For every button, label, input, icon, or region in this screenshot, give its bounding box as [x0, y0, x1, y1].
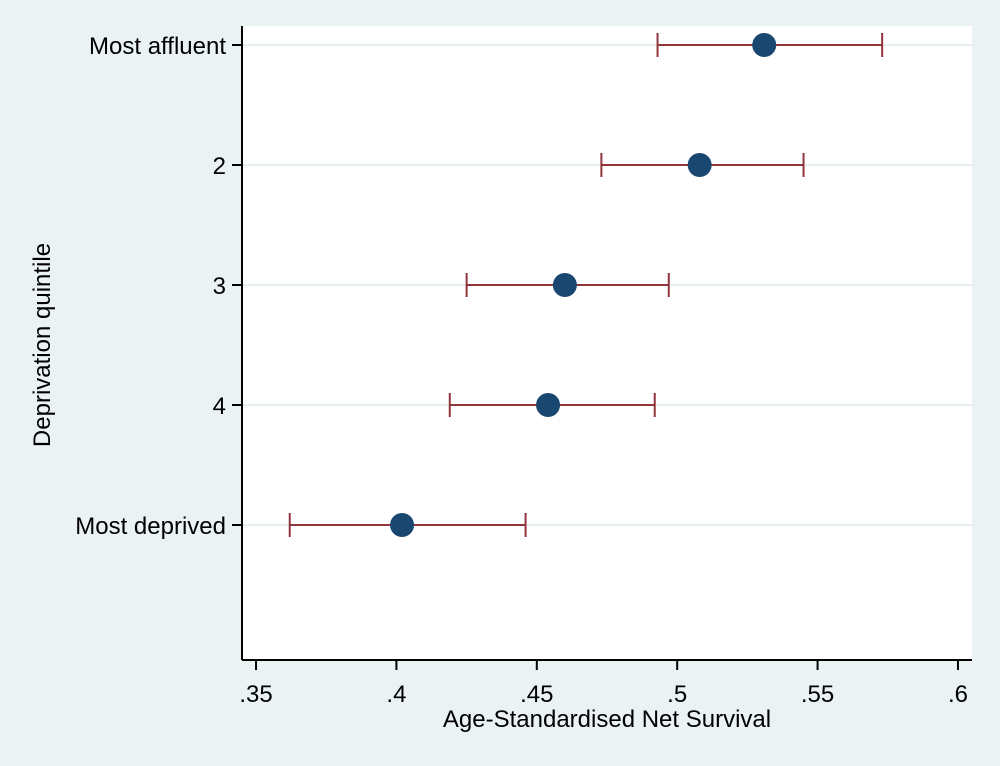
x-tick-label: .35	[239, 681, 272, 708]
y-ticks: Most affluent 2 3 4 Most deprived	[75, 33, 242, 540]
x-axis-title: Age-Standardised Net Survival	[443, 706, 771, 733]
data-points	[390, 33, 777, 537]
y-tick-label: Most deprived	[75, 513, 226, 540]
axes	[241, 26, 972, 661]
x-tick-label: .4	[386, 681, 406, 708]
y-tick-label: 2	[213, 153, 226, 180]
data-point	[687, 153, 712, 177]
x-tick-label: .45	[520, 681, 553, 708]
x-tick-label: .6	[948, 681, 968, 708]
data-point	[536, 393, 561, 417]
x-ticks: .35 .4 .45 .5 .55 .6	[239, 660, 968, 708]
data-point	[552, 273, 577, 297]
y-tick-label: 4	[213, 393, 226, 420]
plot-area	[242, 26, 972, 660]
x-tick-label: .5	[667, 681, 687, 708]
y-axis-title: Deprivation quintile	[29, 243, 56, 447]
data-point	[752, 33, 777, 57]
x-tick-label: .55	[801, 681, 834, 708]
data-point	[390, 513, 415, 537]
y-tick-label: Most affluent	[89, 33, 226, 60]
y-tick-label: 3	[213, 273, 226, 300]
